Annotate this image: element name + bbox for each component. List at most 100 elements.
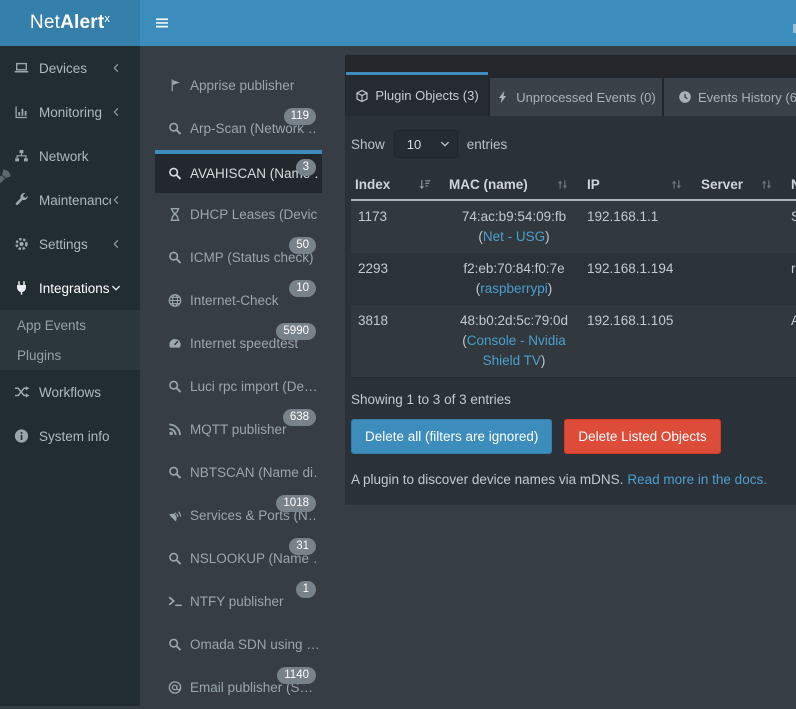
plugin-item-label: Omada SDN using …: [190, 637, 318, 652]
chevron-left-icon: [111, 239, 121, 249]
sidebar-item-workflows[interactable]: Workflows: [0, 370, 140, 414]
cell-server: [697, 253, 787, 305]
satellite-icon: [167, 508, 183, 523]
plugin-item-dhcp-leases-devic[interactable]: DHCP Leases (Devic…: [155, 193, 322, 236]
plugin-item-email-publisher-s[interactable]: Email publisher (S… 1140: [155, 666, 322, 709]
network-icon: [13, 148, 30, 164]
sidebar-toggle-button[interactable]: [140, 0, 184, 46]
plugin-objects-pane: Show 10 entries Index MAC (name) IP Server N…: [345, 116, 796, 505]
plugin-details-panel: Plugin Objects (3) Unprocessed Events (0)…: [345, 55, 796, 505]
plugin-item-label: NSLOOKUP (Name …: [190, 551, 318, 566]
navbar-right-partial-icon: [793, 24, 796, 33]
plugin-item-nslookup-name[interactable]: NSLOOKUP (Name … 31: [155, 537, 322, 580]
column-label: MAC (name): [449, 177, 528, 192]
cell-mac: 48:b0:2d:5c:79:0d (Console - Nvidia Shiel…: [445, 305, 583, 378]
sidebar-item-monitoring[interactable]: Monitoring: [0, 90, 140, 134]
column-label: Server: [701, 177, 744, 192]
plugin-item-label: Email publisher (S…: [190, 680, 314, 695]
cell-mac: 74:ac:b9:54:09:fb (Net - USG): [461, 209, 567, 244]
column-label: N: [791, 177, 796, 192]
plugin-item-avahiscan-name[interactable]: AVAHISCAN (Name … 3: [155, 150, 322, 193]
device-link[interactable]: Net - USG: [482, 229, 546, 244]
plugin-item-omada-sdn-using[interactable]: Omada SDN using …: [155, 623, 322, 666]
delete-all-button[interactable]: Delete all (filters are ignored): [351, 419, 553, 454]
plugin-item-mqtt-publisher[interactable]: MQTT publisher 638: [155, 408, 322, 451]
cell-name: ra: [791, 261, 796, 276]
cell-name: Se: [791, 209, 796, 224]
search-icon: [167, 637, 183, 652]
app-logo[interactable]: Net Alert x: [0, 0, 140, 46]
plugin-item-label: Arp-Scan (Network …: [190, 121, 318, 136]
search-icon: [167, 166, 183, 181]
delete-listed-button[interactable]: Delete Listed Objects: [564, 419, 721, 454]
submenu-item-plugins[interactable]: Plugins: [17, 347, 62, 363]
logo-sup: x: [104, 13, 111, 25]
cell-index: 1173: [358, 209, 388, 224]
sidebar-item-devices[interactable]: Devices: [0, 46, 140, 90]
table-row[interactable]: 3818 48:b0:2d:5c:79:0d (Console - Nvidia S…: [351, 305, 796, 378]
plugin-item-icmp-status-check[interactable]: ICMP (Status check) 50: [155, 236, 322, 279]
cell-ip: 192.168.1.194: [587, 261, 674, 276]
sidebar-item-settings[interactable]: Settings: [0, 222, 140, 266]
device-link[interactable]: Console - Nvidia Shield TV: [466, 333, 566, 368]
cell-name: An: [787, 305, 796, 378]
cell-server: [697, 200, 787, 253]
column-header-mac-name[interactable]: MAC (name): [445, 170, 583, 201]
info-icon: [13, 428, 30, 444]
cube-icon: [355, 89, 369, 103]
plugin-description-row: A plugin to discover device names via mD…: [351, 472, 796, 487]
page-size-select[interactable]: 10: [393, 130, 458, 158]
sidebar-item-label: Maintenance: [39, 192, 111, 208]
column-header-n[interactable]: N: [787, 170, 796, 201]
tab-bar: Plugin Objects (3) Unprocessed Events (0)…: [345, 55, 796, 116]
plugin-item-label: Luci rpc import (De…: [190, 379, 318, 394]
plugin-item-luci-rpc-import-de[interactable]: Luci rpc import (De…: [155, 365, 322, 408]
plugin-count-badge: 119: [283, 108, 316, 125]
cell-mac: f2:eb:70:84:f0:7e (raspberrypi): [463, 261, 565, 296]
plug-icon: [13, 280, 30, 296]
column-header-index[interactable]: Index: [351, 170, 445, 201]
tab-events-history-6[interactable]: Events History (6): [664, 78, 796, 116]
plugin-item-arp-scan-network[interactable]: Arp-Scan (Network … 119: [155, 107, 322, 150]
top-navbar: Net Alert x: [0, 0, 796, 46]
sidebar-item-integrations[interactable]: Integrations: [0, 266, 140, 310]
plugin-item-services-ports-n[interactable]: Services & Ports (N… 1018: [155, 494, 322, 537]
rss-icon: [167, 422, 183, 437]
sidebar-item-system-info[interactable]: System info: [0, 414, 140, 458]
plugin-item-label: MQTT publisher: [190, 422, 287, 437]
plugin-count-badge: 10: [289, 280, 316, 297]
plugin-description: A plugin to discover device names via mD…: [351, 472, 624, 487]
globe-icon: [167, 293, 183, 308]
plugin-count-badge: 1: [295, 581, 316, 598]
chart-icon: [13, 104, 30, 120]
gear-icon: [13, 236, 30, 252]
submenu-item-app-events[interactable]: App Events: [17, 317, 87, 333]
column-header-ip[interactable]: IP: [583, 170, 697, 201]
sidebar-item-label: Settings: [39, 236, 88, 252]
tab-plugin-objects-3[interactable]: Plugin Objects (3): [346, 72, 488, 116]
column-header-server[interactable]: Server: [697, 170, 787, 201]
docs-link[interactable]: Read more in the docs.: [627, 472, 767, 487]
tab-unprocessed-events-0[interactable]: Unprocessed Events (0): [490, 78, 662, 116]
cell-ip: 192.168.1.1: [587, 209, 659, 224]
plugin-item-internet-speedtest[interactable]: Internet speedtest 5990: [155, 322, 322, 365]
search-icon: [167, 121, 183, 136]
device-link[interactable]: raspberrypi: [480, 281, 548, 296]
sidebar-item-maintenance[interactable]: Maintenance: [0, 178, 140, 222]
hourglass-icon: [167, 207, 183, 222]
plugin-item-internet-check[interactable]: Internet-Check 10: [155, 279, 322, 322]
sidebar-item-label: Workflows: [39, 384, 102, 400]
plugin-item-ntfy-publisher[interactable]: NTFY publisher 1: [155, 580, 322, 623]
search-icon: [167, 250, 183, 265]
table-row[interactable]: 2293 f2:eb:70:84:f0:7e (raspberrypi) 192.16…: [351, 253, 796, 305]
sidebar-item-label: Monitoring: [39, 104, 103, 120]
show-label: Show: [351, 136, 385, 152]
sort-icon: [670, 178, 683, 191]
table-row[interactable]: 1173 74:ac:b9:54:09:fb (Net - USG) 192.168.…: [351, 200, 796, 253]
sidebar-item-network[interactable]: Network: [0, 134, 140, 178]
column-label: IP: [587, 177, 600, 192]
plugin-item-apprise-publisher[interactable]: Apprise publisher: [155, 64, 322, 107]
plugin-item-label: ICMP (Status check): [190, 250, 314, 265]
plugin-item-label: Internet speedtest: [190, 336, 299, 351]
plugin-item-nbtscan-name-di[interactable]: NBTSCAN (Name di…: [155, 451, 322, 494]
